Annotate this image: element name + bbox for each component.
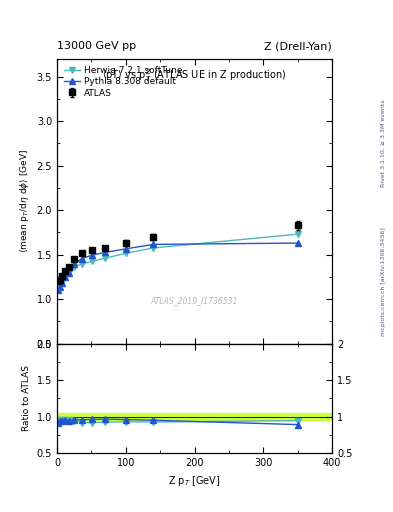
Herwig 7.2.1 softTune [151,245,156,251]
Herwig 7.2.1 softTune [63,272,68,279]
Pythia 8.308 default [63,274,68,281]
Pythia 8.308 default [58,284,63,290]
Herwig 7.2.1 softTune [79,261,84,267]
Pythia 8.308 default [79,255,84,262]
Herwig 7.2.1 softTune [58,282,63,288]
Pythia 8.308 default [66,270,71,276]
Pythia 8.308 default [56,287,61,293]
Pythia 8.308 default [151,241,156,247]
Text: ATLAS_2019_I1736531: ATLAS_2019_I1736531 [151,296,238,305]
Pythia 8.308 default [123,246,128,252]
Herwig 7.2.1 softTune [66,270,71,276]
Pythia 8.308 default [72,261,77,267]
Text: mcplots.cern.ch [arXiv:1306.3436]: mcplots.cern.ch [arXiv:1306.3436] [381,227,386,336]
Pythia 8.308 default [103,249,108,255]
Line: Pythia 8.308 default: Pythia 8.308 default [55,240,301,293]
Pythia 8.308 default [90,252,94,258]
Text: Rivet 3.1.10, ≥ 3.3M events: Rivet 3.1.10, ≥ 3.3M events [381,99,386,187]
Bar [57,413,332,420]
Herwig 7.2.1 softTune [56,285,61,291]
Y-axis label: $\langle$mean p$_T$/d$\eta$ d$\phi$$\rangle$ [GeV]: $\langle$mean p$_T$/d$\eta$ d$\phi$$\ran… [18,149,31,253]
Y-axis label: Ratio to ATLAS: Ratio to ATLAS [22,366,31,432]
Herwig 7.2.1 softTune [60,278,65,284]
Legend: Herwig 7.2.1 softTune, Pythia 8.308 default, ATLAS: Herwig 7.2.1 softTune, Pythia 8.308 defa… [61,63,185,100]
Text: 13000 GeV pp: 13000 GeV pp [57,41,136,51]
Text: $\langle$pT$\rangle$ vs p$_T^Z$ (ATLAS UE in Z production): $\langle$pT$\rangle$ vs p$_T^Z$ (ATLAS U… [102,68,287,84]
X-axis label: Z p$_T$ [GeV]: Z p$_T$ [GeV] [168,474,221,487]
Pythia 8.308 default [296,240,300,246]
Text: Z (Drell-Yan): Z (Drell-Yan) [264,41,332,51]
Herwig 7.2.1 softTune [72,264,77,270]
Herwig 7.2.1 softTune [123,250,128,257]
Pythia 8.308 default [60,280,65,286]
Herwig 7.2.1 softTune [296,231,300,237]
Herwig 7.2.1 softTune [90,258,94,264]
Line: Herwig 7.2.1 softTune: Herwig 7.2.1 softTune [55,231,301,291]
Herwig 7.2.1 softTune [103,255,108,261]
